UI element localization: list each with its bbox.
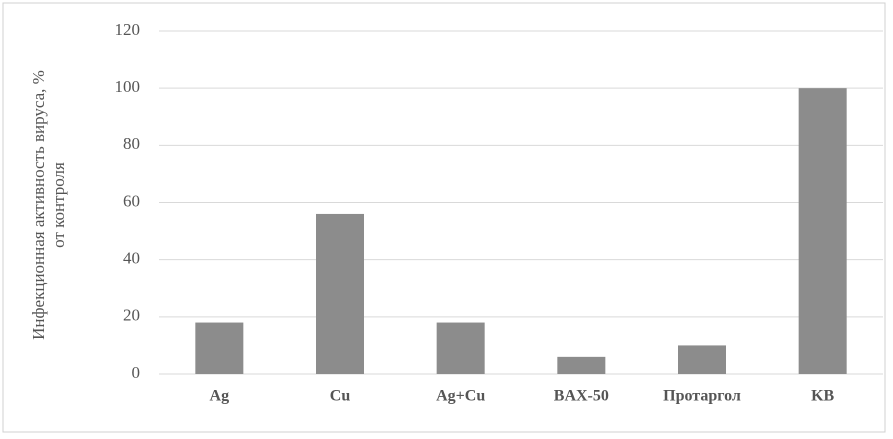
bar xyxy=(678,345,726,374)
y-axis-title: Инфекционная активность вируса, % от кон… xyxy=(29,70,68,340)
x-tick-label: KB xyxy=(811,388,834,405)
y-tick-label: 20 xyxy=(123,306,140,325)
y-axis-title-line: от контроля xyxy=(49,162,68,248)
y-tick-label: 60 xyxy=(123,191,140,210)
y-tick-label: 100 xyxy=(115,77,141,96)
x-tick-label: Ag+Cu xyxy=(436,388,485,405)
x-tick-label: Ag xyxy=(210,388,230,405)
y-axis-title-line: Инфекционная активность вируса, % xyxy=(29,70,48,340)
bar xyxy=(316,213,364,374)
x-tick-label: Протаргол xyxy=(663,388,741,405)
bar xyxy=(557,356,606,374)
y-tick-label: 120 xyxy=(115,20,141,39)
bar xyxy=(436,322,485,374)
x-tick-label: Cu xyxy=(330,388,351,405)
bar xyxy=(195,322,244,374)
y-tick-label: 0 xyxy=(132,363,141,382)
bar xyxy=(798,88,847,375)
x-tick-label: BAX-50 xyxy=(554,388,609,405)
y-tick-label: 40 xyxy=(123,249,140,268)
y-tick-label: 80 xyxy=(123,134,140,153)
